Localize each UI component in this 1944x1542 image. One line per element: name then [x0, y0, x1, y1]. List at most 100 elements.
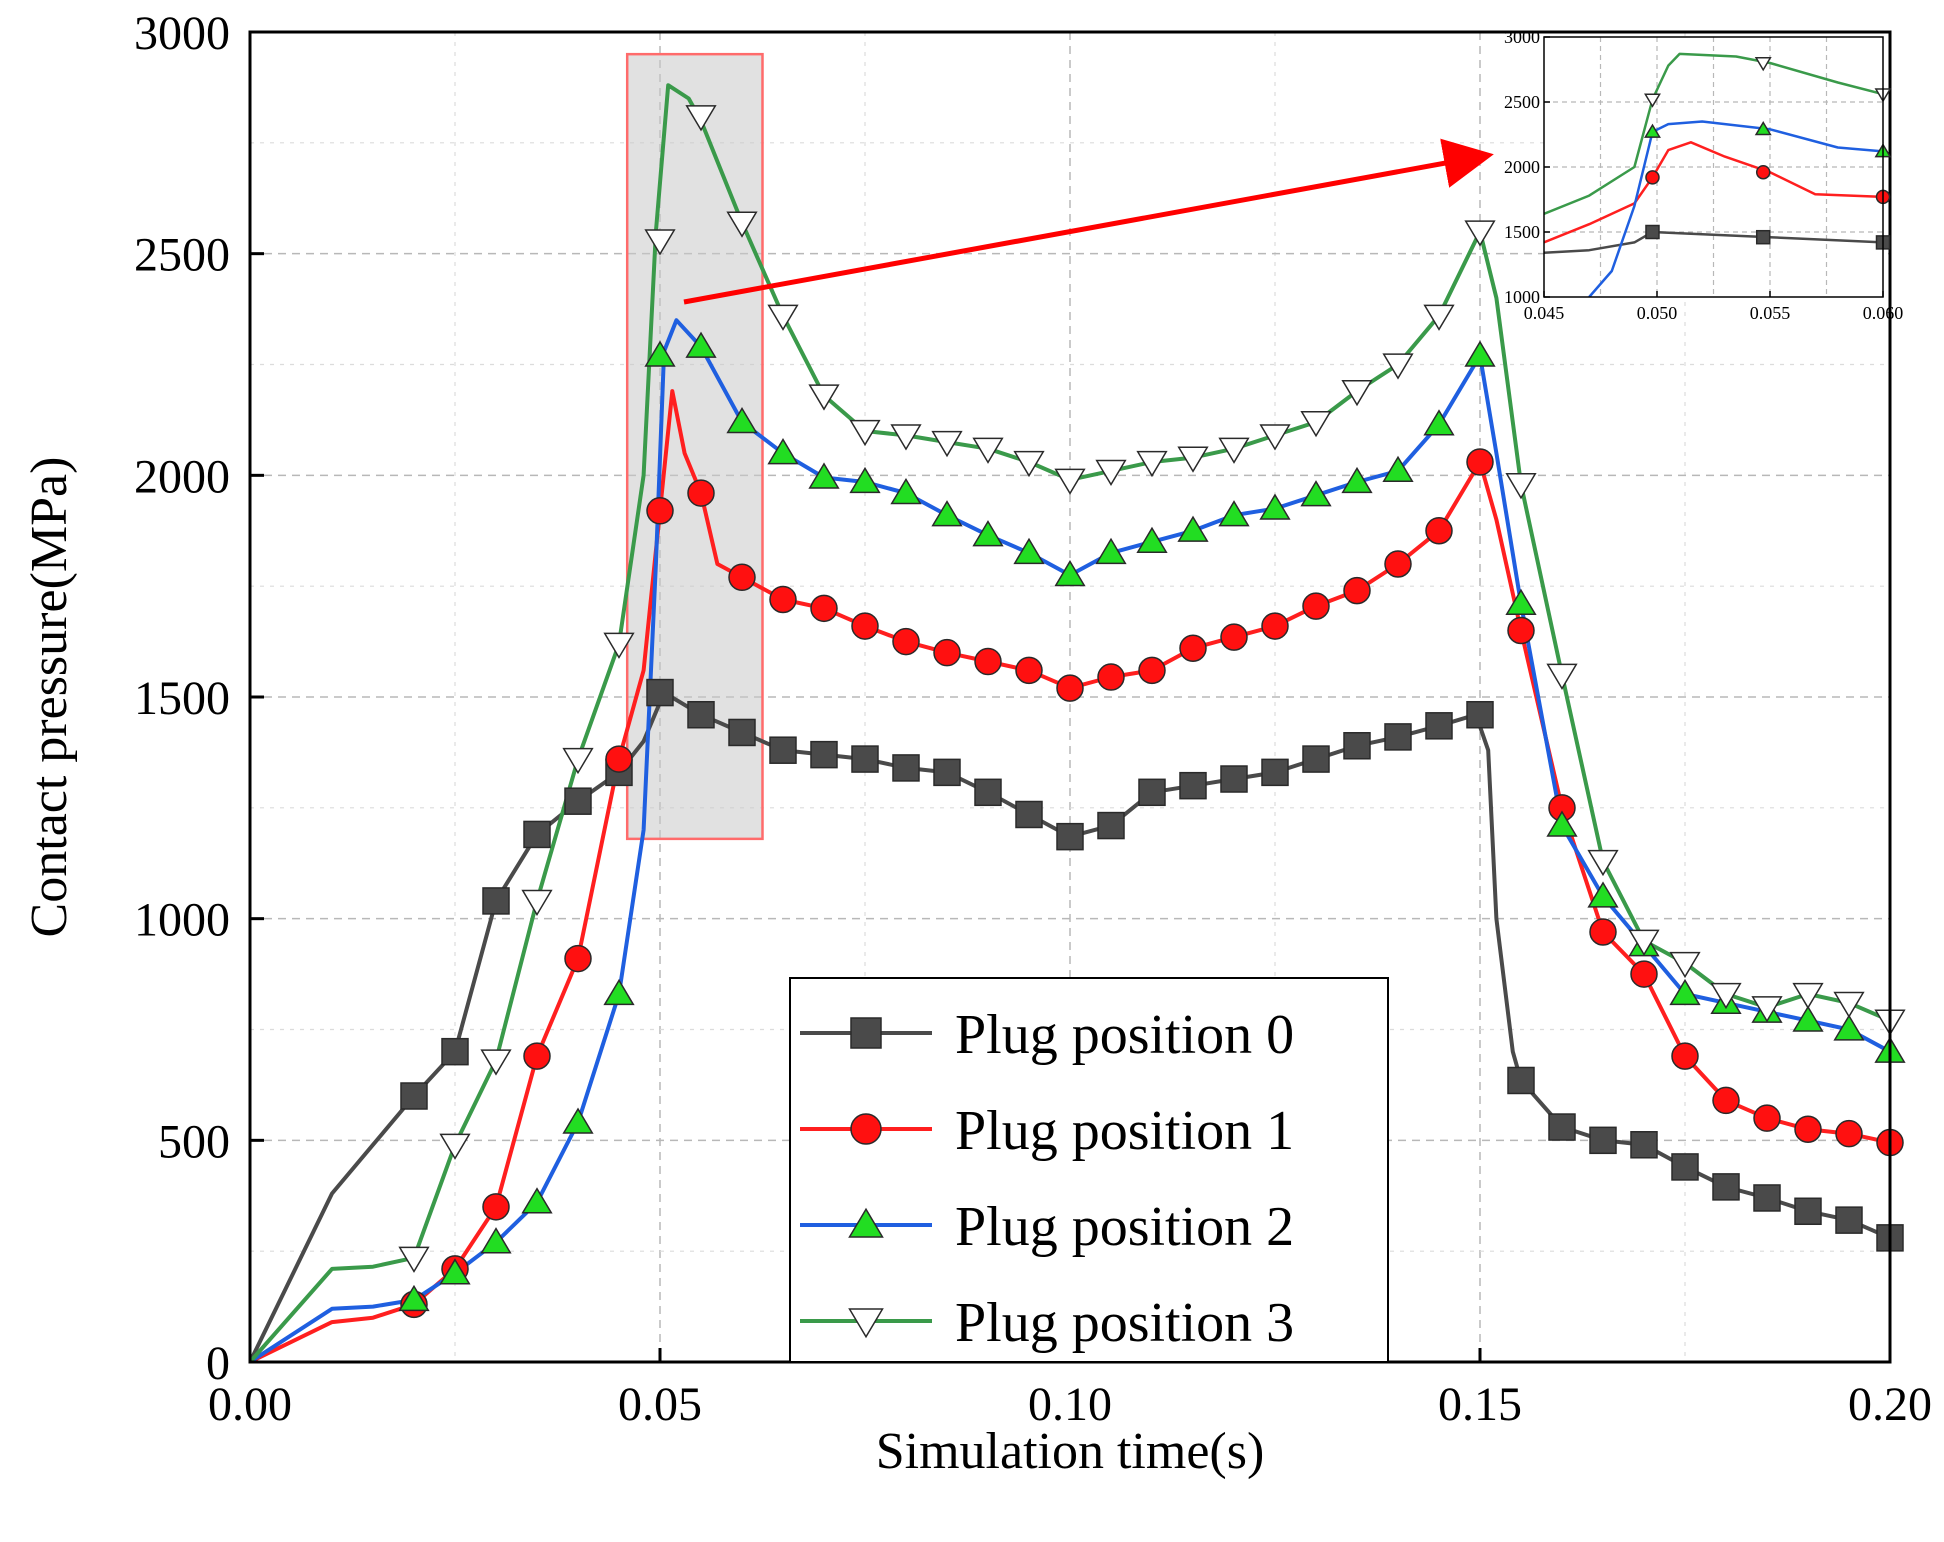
data-point-plug-position-0: [1384, 723, 1412, 751]
data-point-plug-position-1: [851, 612, 879, 640]
data-point-plug-position-0: [1097, 811, 1125, 840]
data-point-plug-position-0: [1056, 822, 1084, 851]
data-point-plug-position-1: [892, 627, 920, 656]
data-point-plug-position-2: [644, 340, 676, 367]
inset-data-point-plug-position-1: [1755, 164, 1771, 180]
data-point-plug-position-3: [1095, 459, 1127, 487]
inset-data-point-plug-position-3: [1644, 93, 1661, 108]
data-point-plug-position-3: [1628, 929, 1660, 956]
data-point-plug-position-2: [972, 520, 1004, 547]
data-point-plug-position-1: [605, 745, 633, 773]
data-point-plug-position-1: [1138, 656, 1166, 685]
data-point-plug-position-2: [1505, 588, 1537, 616]
data-point-plug-position-1: [1179, 634, 1207, 662]
inset-axis-ticks: 0.045 0.050 0.055 0.060 1000 1500 2000 2500 3000: [1504, 27, 1903, 323]
data-point-plug-position-3: [1833, 991, 1865, 1019]
data-point-plug-position-1: [1630, 960, 1658, 988]
data-point-plug-position-3: [603, 632, 635, 659]
data-point-plug-position-2: [1054, 559, 1086, 587]
data-point-plug-position-0: [1015, 800, 1043, 829]
data-point-plug-position-3: [1218, 437, 1250, 464]
series-markers: [398, 105, 1906, 1319]
data-point-plug-position-0: [564, 787, 592, 815]
data-point-plug-position-3: [439, 1133, 471, 1160]
data-point-plug-position-1: [1712, 1086, 1740, 1115]
series-line-plug-position-3: [250, 83, 1890, 1362]
legend-label-plug-position-2: Plug position 2: [955, 1196, 1294, 1258]
inset-x-tick-label: 0.055: [1750, 303, 1791, 323]
data-point-plug-position-1: [1384, 550, 1412, 578]
data-point-plug-position-2: [1177, 515, 1209, 542]
data-point-plug-position-1: [564, 944, 592, 973]
data-point-plug-position-0: [1138, 778, 1166, 807]
x-tick-label: 0.00: [208, 1378, 292, 1431]
legend-label-plug-position-0: Plug position 0: [955, 1004, 1294, 1066]
data-point-plug-position-2: [603, 978, 635, 1006]
data-point-plug-position-1: [1835, 1119, 1863, 1148]
data-point-plug-position-3: [1013, 450, 1045, 478]
data-point-plug-position-0: [441, 1037, 469, 1066]
inset-x-tick-label: 0.050: [1637, 303, 1678, 323]
data-point-plug-position-0: [933, 758, 961, 787]
data-point-plug-position-3: [726, 211, 758, 238]
data-point-plug-position-3: [1587, 849, 1619, 877]
data-point-plug-position-1: [933, 638, 961, 667]
data-point-plug-position-0: [769, 736, 797, 764]
legend-box: [789, 977, 1389, 1363]
data-point-plug-position-1: [1507, 616, 1535, 645]
inset-data-point-plug-position-1: [1645, 170, 1660, 185]
y-axis-label: Contact pressure(MPa): [21, 457, 78, 938]
y-tick-label: 2000: [134, 450, 230, 503]
data-point-plug-position-0: [1466, 700, 1494, 729]
data-point-plug-position-2: [1587, 881, 1619, 908]
x-axis-label: Simulation time(s): [876, 1423, 1265, 1480]
data-point-plug-position-3: [767, 304, 799, 331]
y-tick-label: 500: [158, 1115, 230, 1168]
y-tick-label: 3000: [134, 7, 230, 60]
data-point-plug-position-1: [1589, 918, 1617, 946]
x-tick-label: 0.05: [618, 1378, 702, 1431]
data-point-plug-position-2: [849, 466, 881, 494]
legend-label-plug-position-1: Plug position 1: [955, 1100, 1294, 1162]
data-point-plug-position-2: [398, 1284, 430, 1312]
data-point-plug-position-3: [1341, 379, 1373, 407]
data-point-plug-position-0: [1835, 1206, 1863, 1234]
data-point-plug-position-0: [1671, 1153, 1699, 1181]
series-line-plug-position-2: [250, 318, 1890, 1362]
data-point-plug-position-2: [1669, 978, 1701, 1006]
data-point-plug-position-2: [1095, 537, 1127, 565]
data-point-plug-position-0: [1343, 732, 1371, 760]
y-tick-label: 0: [206, 1337, 230, 1390]
data-point-plug-position-0: [1220, 765, 1248, 793]
inset-x-tick-label: 0.045: [1524, 303, 1565, 323]
data-point-plug-position-1: [1466, 448, 1494, 476]
data-point-plug-position-3: [972, 437, 1004, 464]
data-point-plug-position-3: [1792, 982, 1824, 1010]
inset-series-line-plug-position-3: [1544, 52, 1883, 215]
data-point-plug-position-1: [728, 563, 756, 592]
data-point-plug-position-0: [646, 678, 674, 707]
data-point-plug-position-3: [398, 1246, 430, 1273]
y-tick-label: 1000: [134, 894, 230, 947]
data-point-plug-position-1: [1097, 663, 1125, 691]
data-point-plug-position-3: [480, 1049, 512, 1076]
data-point-plug-position-0: [1179, 771, 1207, 800]
data-point-plug-position-2: [521, 1187, 553, 1214]
legend-marker-plug-position-3: [848, 1308, 884, 1339]
data-point-plug-position-1: [1302, 592, 1330, 620]
data-point-plug-position-3: [1177, 446, 1209, 473]
data-point-plug-position-3: [1710, 982, 1742, 1010]
zoom-arrow: [683, 138, 1494, 305]
inset-grid-lines: [1544, 37, 1883, 297]
data-point-plug-position-1: [1343, 576, 1371, 605]
data-point-plug-position-3: [1423, 304, 1455, 331]
data-point-plug-position-3: [1751, 996, 1783, 1023]
data-point-plug-position-1: [1425, 517, 1453, 545]
inset-data-point-plug-position-2: [1644, 123, 1661, 138]
data-point-plug-position-2: [1382, 455, 1414, 483]
data-point-plug-position-1: [1794, 1115, 1822, 1143]
data-point-plug-position-1: [769, 585, 797, 614]
data-point-plug-position-2: [1464, 340, 1496, 367]
